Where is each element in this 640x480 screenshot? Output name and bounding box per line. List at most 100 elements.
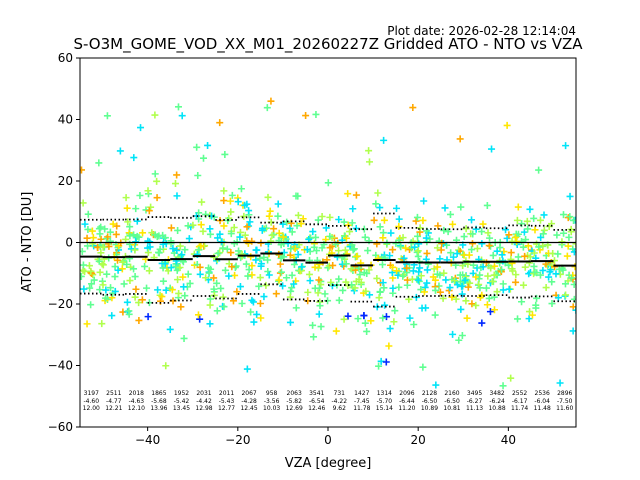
- data-point: [138, 296, 146, 304]
- data-point: [382, 358, 390, 366]
- data-point: [488, 277, 496, 285]
- bin-std-label: 11.48: [534, 405, 551, 412]
- data-point: [556, 379, 564, 387]
- bin-mean-label: -5.82: [286, 398, 302, 405]
- bin-std-label: 10.89: [421, 405, 438, 412]
- data-point: [394, 271, 402, 279]
- data-point: [552, 270, 560, 278]
- data-point: [85, 262, 93, 270]
- data-point: [508, 237, 516, 245]
- data-point: [455, 336, 463, 344]
- data-point: [386, 252, 394, 260]
- bin-count-label: 731: [334, 390, 346, 397]
- data-point: [243, 237, 251, 245]
- data-point: [270, 225, 278, 233]
- data-point: [176, 264, 184, 272]
- data-point: [366, 291, 374, 299]
- data-point: [306, 277, 314, 285]
- data-point: [449, 220, 457, 228]
- data-point: [478, 319, 486, 327]
- data-point: [309, 321, 317, 329]
- data-point: [545, 273, 553, 281]
- data-point: [240, 212, 248, 220]
- data-point: [512, 278, 520, 286]
- data-point: [159, 264, 167, 272]
- data-point: [360, 269, 368, 277]
- data-point: [178, 251, 186, 259]
- bin-count-label: 3495: [467, 390, 482, 397]
- data-point: [532, 301, 540, 309]
- data-point: [415, 277, 423, 285]
- data-point: [276, 269, 284, 277]
- data-point: [414, 232, 422, 240]
- data-point: [279, 282, 287, 290]
- data-point: [339, 286, 347, 294]
- data-point: [139, 229, 147, 237]
- data-point: [205, 269, 213, 277]
- data-point: [95, 159, 103, 167]
- bin-mean-label: -5.42: [174, 398, 190, 405]
- data-point: [447, 249, 455, 257]
- data-point: [412, 217, 420, 225]
- data-point: [433, 244, 441, 252]
- data-point: [210, 291, 218, 299]
- data-point: [490, 306, 498, 314]
- data-point: [468, 246, 476, 254]
- data-point: [484, 229, 492, 237]
- data-point: [363, 327, 371, 335]
- data-point: [181, 292, 189, 300]
- data-point: [479, 263, 487, 271]
- data-point: [423, 266, 431, 274]
- data-point: [318, 213, 326, 220]
- data-point: [310, 243, 318, 251]
- data-point: [132, 205, 140, 213]
- data-point: [342, 234, 350, 242]
- bin-count-label: 2511: [106, 390, 121, 397]
- data-point: [539, 266, 547, 274]
- data-point: [397, 243, 405, 251]
- data-point: [80, 199, 87, 207]
- data-point: [177, 303, 185, 311]
- data-point: [213, 279, 221, 287]
- data-point: [414, 276, 422, 284]
- data-point: [123, 298, 131, 306]
- data-point: [431, 311, 439, 319]
- data-point: [526, 205, 534, 213]
- data-point: [87, 267, 95, 275]
- data-point: [402, 244, 410, 252]
- data-point: [530, 270, 538, 278]
- data-point: [237, 185, 245, 193]
- data-point: [197, 242, 205, 250]
- bin-std-label: 12.46: [308, 405, 325, 412]
- data-point: [533, 294, 541, 302]
- data-point: [414, 247, 422, 255]
- data-point: [122, 235, 130, 243]
- data-point: [511, 233, 519, 241]
- bin-count-label: 958: [266, 390, 278, 397]
- data-point: [173, 192, 181, 200]
- data-point: [144, 187, 152, 195]
- data-point: [380, 216, 388, 224]
- data-point: [131, 273, 139, 281]
- data-point: [80, 261, 87, 269]
- data-point: [84, 210, 92, 218]
- data-point: [230, 240, 238, 248]
- data-point: [420, 288, 428, 296]
- data-point: [156, 245, 164, 253]
- data-point: [267, 237, 275, 245]
- data-point: [81, 267, 89, 275]
- data-point: [146, 243, 154, 251]
- bin-mean-label: -5.70: [377, 398, 393, 405]
- data-point: [233, 288, 241, 296]
- data-point: [387, 229, 395, 237]
- data-point: [548, 300, 556, 308]
- data-point: [490, 262, 498, 270]
- data-point: [216, 119, 224, 127]
- data-point: [241, 201, 249, 209]
- data-point: [365, 237, 373, 245]
- data-point: [282, 274, 290, 282]
- data-point: [468, 240, 476, 248]
- data-point: [448, 293, 456, 301]
- data-point: [243, 365, 251, 373]
- data-point: [173, 246, 181, 254]
